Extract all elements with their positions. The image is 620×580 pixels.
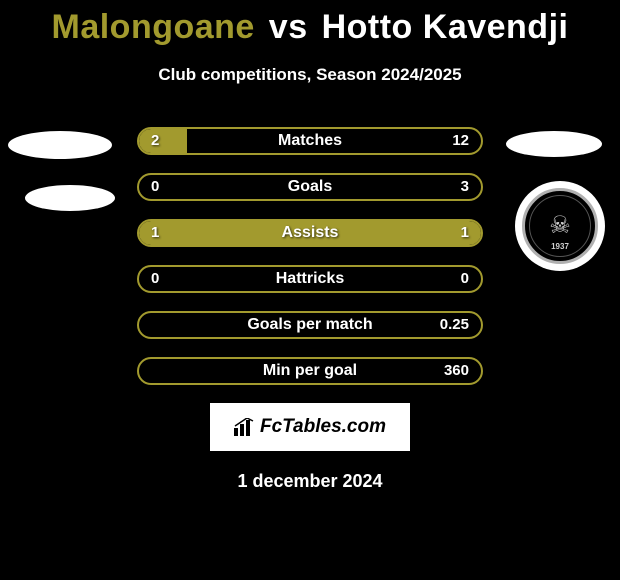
subtitle: Club competitions, Season 2024/2025 [0, 65, 620, 85]
player2-name: Hotto Kavendji [322, 8, 569, 46]
stat-label: Min per goal [139, 359, 481, 383]
stat-value-right: 1 [461, 221, 469, 245]
stat-row: Hattricks0 0 [137, 265, 483, 293]
comparison-title: Malongoane vs Hotto Kavendji [0, 8, 620, 47]
club-year: 1937 [551, 242, 569, 251]
chart-icon [234, 418, 256, 436]
player1-avatar-placeholder [8, 131, 112, 159]
stat-value-left: 0 [151, 175, 159, 199]
player1-name: Malongoane [52, 8, 255, 46]
stat-value-right: 12 [452, 129, 469, 153]
player2-avatar-placeholder [506, 131, 602, 157]
footer-brand-text: FcTables.com [260, 416, 386, 438]
player1-club-placeholder [25, 185, 115, 211]
stat-label: Assists [139, 221, 481, 245]
stat-value-left: 0 [151, 267, 159, 291]
stat-row: Min per goal360 [137, 357, 483, 385]
player2-club-logo: ☠ 1937 [515, 181, 605, 271]
stat-value-right: 3 [461, 175, 469, 199]
skull-icon: ☠ [549, 214, 571, 238]
stats-area: ☠ 1937 Matches212Goals03Assists11Hattric… [0, 127, 620, 385]
stat-value-right: 0 [461, 267, 469, 291]
stat-label: Hattricks [139, 267, 481, 291]
stat-row: Goals0 3 [137, 173, 483, 201]
stat-label: Matches [139, 129, 481, 153]
stat-rows: Matches212Goals03Assists11Hattricks00Goa… [137, 127, 483, 385]
stat-label: Goals [139, 175, 481, 199]
stat-row: Matches2 12 [137, 127, 483, 155]
stat-value-right: 360 [444, 359, 469, 383]
stat-value-left: 2 [151, 129, 159, 153]
footer-brand: FcTables.com [210, 403, 410, 451]
vs-text: vs [269, 8, 308, 46]
stat-value-left: 1 [151, 221, 159, 245]
date: 1 december 2024 [0, 471, 620, 492]
stat-label: Goals per match [139, 313, 481, 337]
stat-value-right: 0.25 [440, 313, 469, 337]
club-logo-inner: ☠ 1937 [522, 188, 598, 264]
stat-row: Goals per match0.25 [137, 311, 483, 339]
stat-row: Assists1 1 [137, 219, 483, 247]
